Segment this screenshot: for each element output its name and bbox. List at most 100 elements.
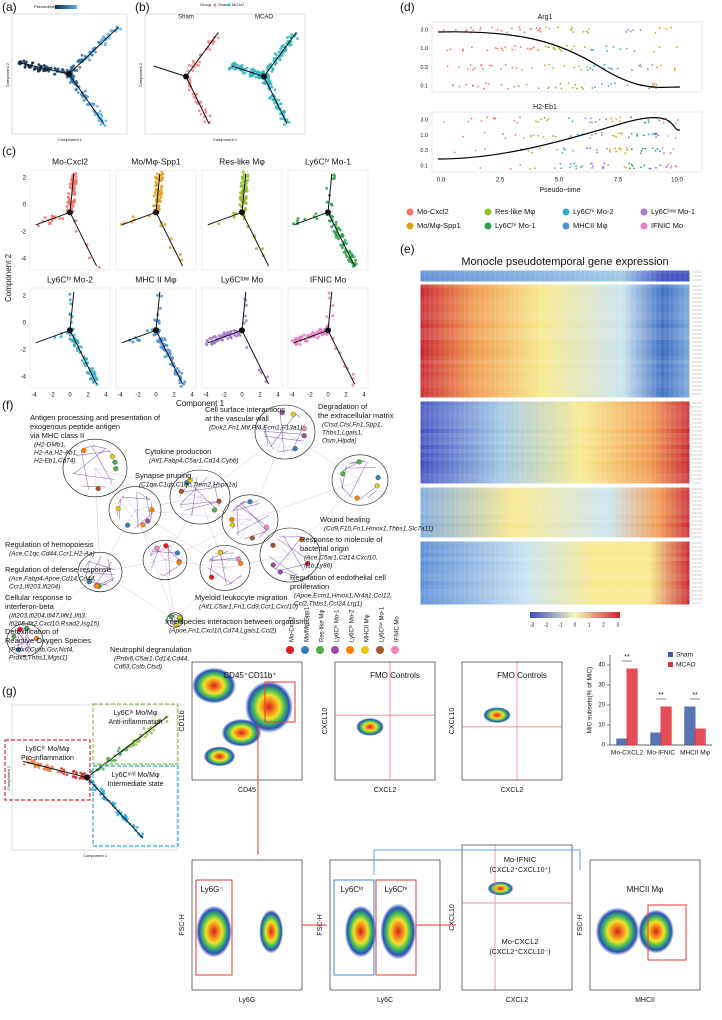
y-axis-label: Component 2 bbox=[4, 253, 13, 302]
cell-dot bbox=[659, 164, 662, 167]
network-node bbox=[176, 559, 182, 565]
cell-dot bbox=[648, 167, 651, 170]
cell-dot bbox=[558, 47, 561, 50]
network-edge bbox=[240, 502, 267, 531]
term-genes: Il1b,Ly86) bbox=[304, 563, 332, 570]
cell-dot bbox=[97, 119, 101, 122]
cell-dot bbox=[586, 32, 589, 34]
cell-dot bbox=[611, 134, 614, 137]
cell-dot bbox=[647, 133, 650, 136]
cell-dot bbox=[618, 148, 621, 150]
y-tick-label: 3.0 bbox=[420, 117, 428, 123]
cell-dot bbox=[481, 68, 484, 71]
cell-dot bbox=[523, 31, 526, 34]
cell-dot bbox=[246, 178, 250, 182]
cell-dot bbox=[675, 121, 678, 124]
cell-dot bbox=[272, 57, 276, 60]
network-edge bbox=[150, 545, 172, 556]
cell-dot bbox=[138, 739, 141, 743]
x-tick-label: Mo-CXCL2 bbox=[611, 750, 644, 757]
cell-dot bbox=[608, 67, 610, 69]
cell-dot bbox=[532, 46, 535, 49]
cell-dot bbox=[534, 167, 536, 170]
cell-dot bbox=[169, 237, 173, 241]
cell-dot bbox=[539, 147, 542, 150]
cell-dot bbox=[486, 116, 489, 119]
term-title: Regulation of endothelial cell bbox=[290, 573, 386, 582]
cell-dot bbox=[331, 304, 335, 308]
x-axis-label: Ly6G bbox=[239, 997, 255, 1004]
x-tick-label: 2 bbox=[344, 393, 348, 399]
cell-dot bbox=[493, 117, 496, 120]
cell-dot bbox=[559, 162, 562, 165]
cell-dot bbox=[217, 222, 221, 226]
legend-dot bbox=[562, 222, 570, 230]
flow-plot bbox=[461, 661, 563, 781]
network-edge bbox=[152, 550, 179, 554]
cell-dot bbox=[501, 49, 504, 52]
x-axis-label: Component 1 bbox=[176, 399, 225, 408]
cell-dot bbox=[480, 63, 483, 66]
x-tick-label: -2 bbox=[49, 393, 55, 399]
cell-dot bbox=[566, 44, 568, 47]
cell-dot bbox=[150, 731, 153, 735]
significance: ** bbox=[658, 692, 664, 699]
trajectory-branch bbox=[185, 32, 219, 77]
gate-label: (CXCL2⁺CXCL10⁺) bbox=[489, 867, 550, 874]
cell-dot bbox=[83, 89, 87, 93]
term-title: Cell surface interactions bbox=[205, 405, 285, 414]
network-edge bbox=[73, 473, 115, 480]
cell-dot bbox=[173, 372, 177, 376]
network-edge bbox=[174, 567, 226, 621]
cell-dot bbox=[587, 28, 590, 31]
gate-label: Mo-IFNIC bbox=[504, 855, 537, 864]
x-tick-label: -4 bbox=[117, 393, 123, 399]
y-axis-label: Component 2 bbox=[6, 765, 11, 790]
trajectory-branch bbox=[86, 716, 168, 778]
network-node bbox=[174, 550, 181, 556]
heatmap-block bbox=[419, 540, 691, 606]
cell-dot bbox=[651, 147, 654, 150]
cell-dot bbox=[116, 813, 120, 817]
x-tick-label: -4 bbox=[289, 393, 295, 399]
term-title: via MHC class II bbox=[30, 431, 84, 440]
cell-dot bbox=[302, 333, 306, 337]
significance: ** bbox=[624, 654, 630, 661]
network-edge bbox=[276, 562, 310, 572]
x-tick-label: MHCII Mφ bbox=[680, 750, 710, 757]
network-edge bbox=[164, 496, 201, 561]
y-axis-label: FSC-H bbox=[577, 914, 584, 935]
facet-title: Res-like Mφ bbox=[219, 156, 265, 166]
cell-dot bbox=[624, 152, 627, 155]
network-node bbox=[301, 425, 307, 431]
legend-dot bbox=[484, 208, 492, 216]
cell-dot bbox=[573, 162, 576, 165]
gate-label: MHCII Mφ bbox=[627, 885, 664, 894]
cell-dot bbox=[22, 762, 26, 766]
y-tick-label: -4 bbox=[21, 257, 27, 263]
network-edge bbox=[274, 537, 302, 571]
cell-dot bbox=[284, 49, 288, 53]
cell-dot bbox=[594, 121, 597, 123]
network-node bbox=[163, 543, 169, 549]
state-box bbox=[92, 765, 179, 847]
cell-dot bbox=[65, 204, 69, 208]
cell-dot bbox=[640, 65, 643, 68]
cell-dot bbox=[73, 186, 77, 190]
term-title: at the vascular wall bbox=[205, 414, 269, 423]
network-edge bbox=[99, 509, 136, 573]
trajectory-branch bbox=[241, 330, 270, 385]
x-tick-label: 2 bbox=[172, 393, 176, 399]
network-edge bbox=[209, 555, 214, 577]
trajectory-branch bbox=[155, 291, 161, 331]
cell-dot bbox=[496, 28, 499, 31]
network-edge bbox=[94, 467, 166, 561]
panel-label: (f) bbox=[2, 398, 13, 412]
cell-dot bbox=[159, 224, 163, 228]
cell-dot bbox=[676, 119, 679, 121]
cell-dot bbox=[36, 762, 40, 765]
term-genes: (Ace,Fabp4,Apoe,Cd14,Cd44, bbox=[9, 576, 96, 583]
term-title: bacterial origin bbox=[300, 544, 349, 553]
cell-dot bbox=[504, 46, 507, 48]
network-edge bbox=[110, 483, 112, 485]
